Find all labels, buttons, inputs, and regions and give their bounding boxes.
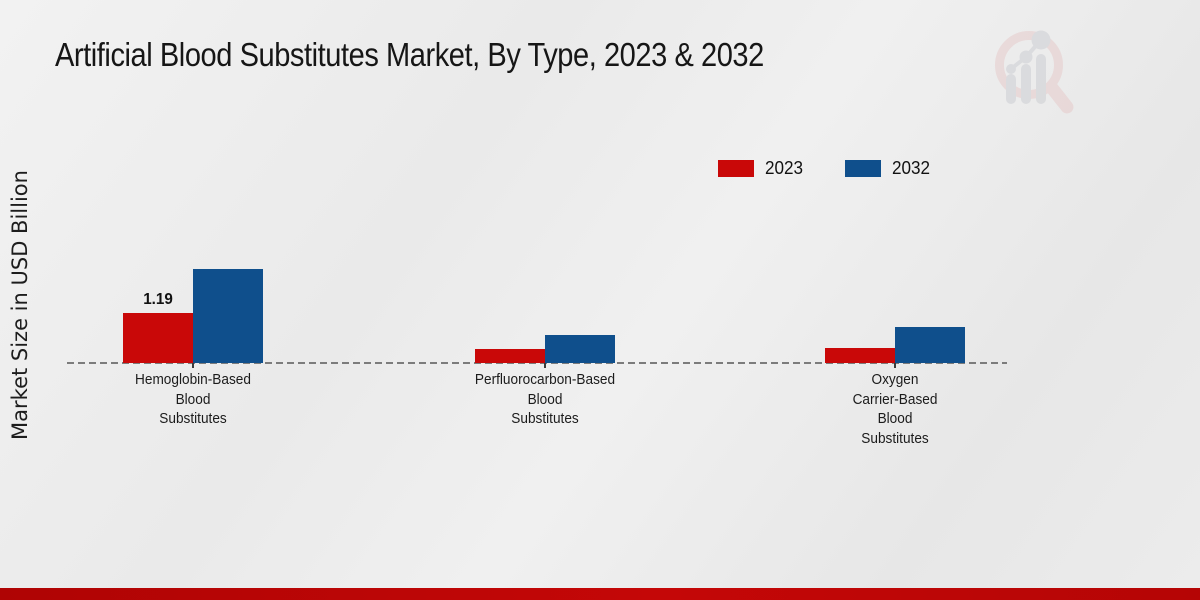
chart-title: Artificial Blood Substitutes Market, By …	[55, 36, 764, 73]
bar-2032-category-2	[895, 327, 965, 363]
legend: 2023 2032	[718, 158, 932, 179]
x-axis-baseline	[67, 362, 1007, 364]
bar-2023-category-1	[475, 349, 545, 363]
legend-swatch-2032	[845, 160, 882, 177]
bar-2032-category-1	[545, 335, 615, 363]
x-axis-category-label: Perfluorocarbon-Based Blood Substitutes	[474, 372, 616, 427]
bar-2023-category-0	[123, 313, 193, 363]
legend-swatch-2023	[718, 160, 754, 177]
x-axis-tick	[192, 363, 194, 368]
x-axis-category-label: Oxygen Carrier-Based Blood Substitutes	[852, 372, 938, 447]
x-axis-tick	[544, 363, 546, 368]
footer-accent-bar	[0, 588, 1200, 600]
x-axis-tick	[894, 363, 896, 368]
legend-label: 2032	[892, 158, 931, 178]
y-axis-label: Market Size in USD Billion	[8, 170, 32, 440]
legend-label: 2023	[765, 158, 804, 178]
market-research-logo-watermark-icon	[995, 30, 1074, 114]
bar-value-label: 1.19	[143, 291, 173, 308]
legend-item-2032: 2032	[845, 158, 932, 179]
x-axis-category-label: Hemoglobin-Based Blood Substitutes	[135, 372, 251, 427]
bar-2023-category-2	[825, 348, 895, 363]
legend-item-2023: 2023	[718, 158, 805, 179]
bar-2032-category-0	[193, 269, 263, 363]
